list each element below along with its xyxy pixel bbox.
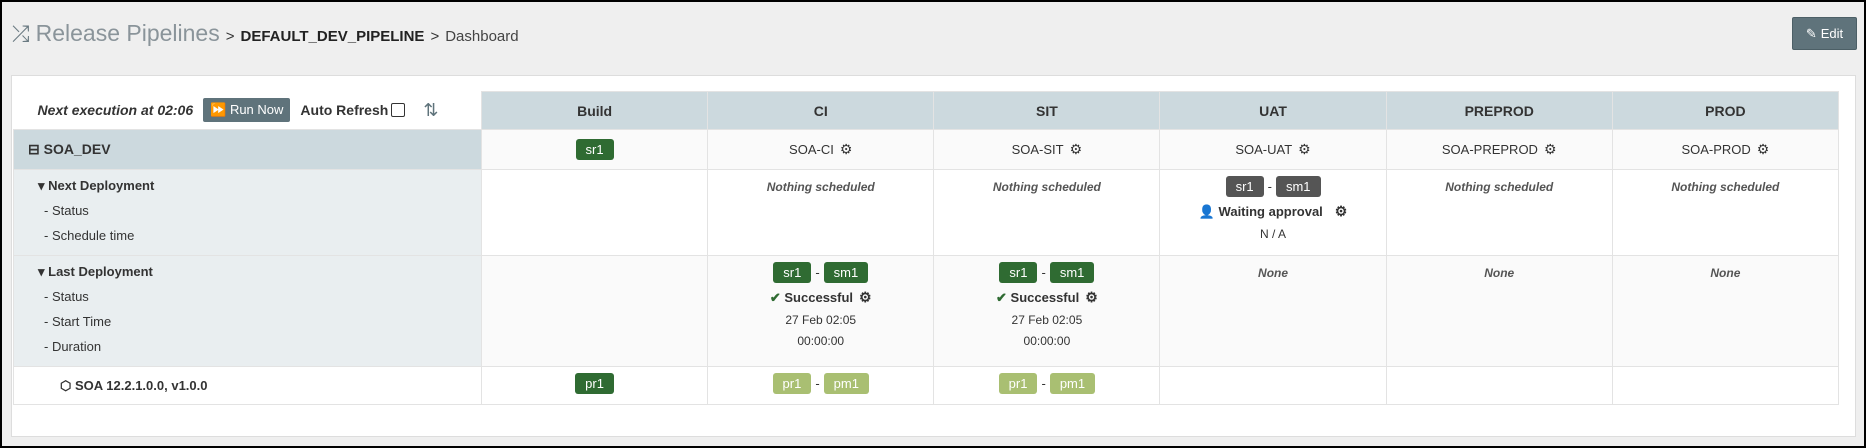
gear-icon[interactable]: ⚙ <box>1543 141 1557 157</box>
pipeline-table: Next execution at 02:06 ⏩ Run Now Auto R… <box>13 91 1840 405</box>
product-manifest-badge[interactable]: pm1 <box>1049 373 1096 394</box>
env-sit: SOA-SIT ⚙ <box>933 129 1161 170</box>
breadcrumb-page: Dashboard <box>445 28 519 45</box>
manifest-badge[interactable]: sm1 <box>1275 176 1321 197</box>
breadcrumb-separator: > <box>225 28 235 45</box>
breadcrumb: ⤮ Release Pipelines > DEFAULT_DEV_PIPELI… <box>12 20 519 47</box>
none-text: None <box>1710 266 1741 280</box>
run-now-label: Run Now <box>229 102 284 118</box>
none-text: None <box>1484 266 1515 280</box>
group-name[interactable]: ⊟ SOA_DEV <box>13 129 482 170</box>
env-name: SOA-PREPROD <box>1441 142 1538 157</box>
edit-label: Edit <box>1820 26 1844 41</box>
auto-refresh[interactable]: Auto Refresh <box>300 102 406 119</box>
next-deployment-toggle[interactable]: ▾ Next Deployment <box>38 178 155 193</box>
env-name: SOA-SIT <box>1011 142 1064 157</box>
field-label: - Status <box>44 289 89 304</box>
column-sit: SIT <box>933 91 1161 130</box>
none-text: None <box>1258 266 1289 280</box>
gear-icon[interactable]: ⚙ <box>1298 141 1311 157</box>
breadcrumb-pipeline[interactable]: DEFAULT_DEV_PIPELINE <box>240 28 425 45</box>
product-release-badge[interactable]: pr1 <box>998 373 1038 394</box>
env-preprod: SOA-PREPROD ⚙ <box>1385 129 1613 170</box>
run-now-button[interactable]: ⏩ Run Now <box>203 98 291 123</box>
field-label: - Status <box>44 203 89 218</box>
env-name: SOA-PROD <box>1681 142 1751 157</box>
check-circle-icon: ✔ <box>996 290 1007 305</box>
field-label: - Duration <box>44 339 102 354</box>
refresh-icon[interactable]: ⇅ <box>423 99 439 120</box>
auto-refresh-label: Auto Refresh <box>300 102 389 119</box>
next-deployment-row: ▾ Next Deployment - Status - Schedule ti… <box>13 169 1840 256</box>
last-deployment-toggle[interactable]: ▾ Last Deployment <box>38 264 153 279</box>
collapse-icon[interactable]: ⊟ <box>28 141 40 157</box>
product-name: SOA 12.2.1.0.0, v1.0.0 <box>74 377 208 393</box>
gear-icon[interactable]: ⚙ <box>1085 289 1098 305</box>
env-name: SOA-CI <box>789 142 834 157</box>
gear-icon[interactable]: ⚙ <box>1756 141 1770 157</box>
schedule-time: N / A <box>1260 227 1287 241</box>
manifest-badge[interactable]: sm1 <box>823 262 869 283</box>
column-build: Build <box>480 91 709 130</box>
group-label: SOA_DEV <box>43 141 111 157</box>
auto-refresh-checkbox[interactable] <box>391 103 406 118</box>
env-ci: SOA-CI ⚙ <box>707 129 935 170</box>
status-text: Waiting approval <box>1218 204 1323 219</box>
product-manifest-badge[interactable]: pm1 <box>823 373 869 394</box>
nothing-scheduled: Nothing scheduled <box>766 180 875 194</box>
next-deployment-label: Next Deployment <box>48 178 155 193</box>
product-row: ⬡ SOA 12.2.1.0.0, v1.0.0 pr1 pr1- pm1 pr1… <box>13 366 1840 405</box>
column-prod: PROD <box>1611 91 1840 130</box>
group-row: ⊟ SOA_DEV sr1 SOA-CI ⚙ SOA-SIT ⚙ SOA-UAT ⚙ … <box>13 129 1840 170</box>
last-deployment-row: ▾ Last Deployment - Status - Start Time … <box>13 255 1840 367</box>
check-circle-icon: ✔ <box>769 290 781 305</box>
shuffle-icon: ⤮ <box>12 21 30 46</box>
column-ci: CI <box>707 91 935 130</box>
status-text: Successful <box>784 290 854 305</box>
field-label: - Start Time <box>44 314 112 329</box>
cube-icon: ⬡ <box>60 377 72 393</box>
env-uat: SOA-UAT ⚙ <box>1159 129 1387 170</box>
gear-icon[interactable]: ⚙ <box>839 141 853 157</box>
build-badge[interactable]: sr1 <box>575 139 614 160</box>
column-preprod: PREPROD <box>1385 91 1613 130</box>
controls: Next execution at 02:06 ⏩ Run Now Auto R… <box>13 91 482 130</box>
status-text: Successful <box>1010 290 1080 305</box>
gear-icon[interactable]: ⚙ <box>859 289 872 305</box>
last-deployment-label: Last Deployment <box>48 264 153 279</box>
manifest-badge[interactable]: sm1 <box>1049 262 1095 283</box>
product-release-badge[interactable]: pr1 <box>772 373 812 394</box>
nothing-scheduled: Nothing scheduled <box>1445 180 1554 194</box>
dashboard-panel: Next execution at 02:06 ⏩ Run Now Auto R… <box>11 75 1856 437</box>
start-time: 27 Feb 02:05 <box>785 313 857 327</box>
start-time: 27 Feb 02:05 <box>1011 313 1083 327</box>
nothing-scheduled: Nothing scheduled <box>992 180 1101 194</box>
duration: 00:00:00 <box>1023 334 1071 348</box>
release-badge[interactable]: sr1 <box>773 262 812 283</box>
gear-icon[interactable]: ⚙ <box>1069 141 1083 157</box>
gear-icon[interactable]: ⚙ <box>1334 203 1348 219</box>
nothing-scheduled: Nothing scheduled <box>1671 180 1780 194</box>
breadcrumb-separator: > <box>430 28 440 45</box>
env-name: SOA-UAT <box>1235 142 1293 157</box>
next-execution: Next execution at 02:06 <box>37 102 194 119</box>
breadcrumb-root[interactable]: Release Pipelines <box>35 20 220 46</box>
duration: 00:00:00 <box>797 334 845 348</box>
column-uat: UAT <box>1159 91 1387 130</box>
field-label: - Schedule time <box>44 228 135 243</box>
product-build-badge[interactable]: pr1 <box>575 373 614 394</box>
release-badge[interactable]: sr1 <box>1225 176 1264 197</box>
env-prod: SOA-PROD ⚙ <box>1611 129 1840 170</box>
user-icon: 👤 <box>1198 204 1215 219</box>
edit-button[interactable]: ✎ Edit <box>1792 17 1857 50</box>
release-badge[interactable]: sr1 <box>999 262 1038 283</box>
edit-icon: ✎ <box>1805 25 1817 41</box>
